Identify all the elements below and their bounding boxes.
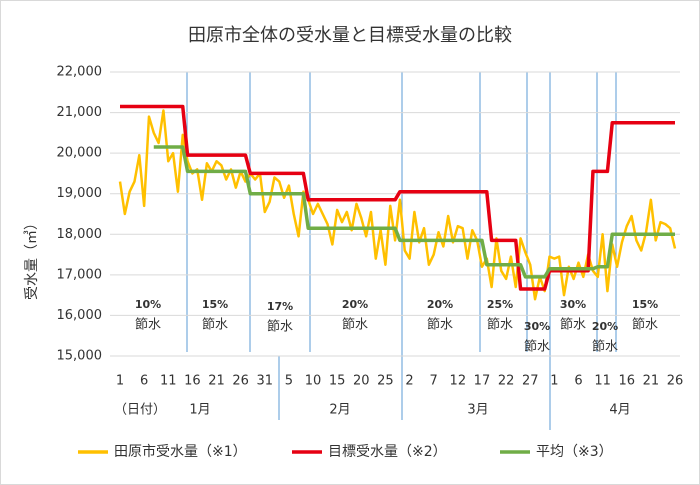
x-tick-label: 2 <box>405 374 413 389</box>
x-tick-label: 7 <box>430 374 438 389</box>
rate-text: 節水 <box>632 318 658 333</box>
y-tick-label: 19,000 <box>57 186 103 201</box>
x-tick-label: 21 <box>643 374 660 389</box>
rate-label: 30% <box>560 298 586 311</box>
x-tick-label: 27 <box>522 374 539 389</box>
x-tick-label: 6 <box>574 374 582 389</box>
rate-text: 節水 <box>342 318 368 333</box>
x-tick-label: 11 <box>160 374 177 389</box>
separators <box>186 72 617 430</box>
rate-text: 節水 <box>135 318 161 333</box>
rate-label: 15% <box>202 298 228 311</box>
month-label: 3月 <box>467 403 488 418</box>
rate-text: 節水 <box>427 318 453 333</box>
x-tick-label: 6 <box>140 374 148 389</box>
month-label: 4月 <box>609 403 630 418</box>
x-tick-label: 15 <box>329 374 346 389</box>
series-line <box>120 104 675 291</box>
rate-text: 節水 <box>487 318 513 333</box>
rate-label: 15% <box>632 298 658 311</box>
x-tick-label: 26 <box>232 374 249 389</box>
x-tick-label: 1 <box>550 374 558 389</box>
rate-label: 20% <box>592 320 618 333</box>
chart-title: 田原市全体の受水量と目標受水量の比較 <box>188 25 512 46</box>
x-tick-label: 12 <box>450 374 467 389</box>
rate-text: 節水 <box>267 320 293 335</box>
x-tick-label: 17 <box>474 374 491 389</box>
legend-label: 平均（※3） <box>536 444 613 460</box>
y-tick-label: 16,000 <box>57 308 103 323</box>
rate-label: 20% <box>342 298 368 311</box>
series-line <box>153 145 675 279</box>
x-tick-label: 20 <box>353 374 370 389</box>
rate-label: 17% <box>267 300 293 313</box>
y-tick-label: 21,000 <box>57 105 103 120</box>
x-tick-label: 11 <box>594 374 611 389</box>
x-tick-label: 5 <box>285 374 293 389</box>
y-tick-label: 17,000 <box>57 267 103 282</box>
y-tick-label: 15,000 <box>57 349 103 364</box>
x-tick-label: 26 <box>667 374 684 389</box>
y-tick-label: 18,000 <box>57 227 103 242</box>
rate-text: 節水 <box>592 340 618 355</box>
x-tick-label: 16 <box>618 374 635 389</box>
y-axis-label: 受水量（㎥） <box>24 216 40 300</box>
x-tick-label: 10 <box>305 374 322 389</box>
month-label: 2月 <box>329 403 350 418</box>
legend-label: 目標受水量（※2） <box>328 444 447 460</box>
rate-label: 20% <box>427 298 453 311</box>
x-tick-label: 22 <box>498 374 515 389</box>
rate-label: 10% <box>135 298 161 311</box>
x-axis-label: （日付） <box>114 403 166 418</box>
x-tick-label: 25 <box>377 374 394 389</box>
rate-label: 30% <box>524 320 550 333</box>
y-tick-label: 22,000 <box>57 65 103 80</box>
rate-text: 節水 <box>524 340 550 355</box>
x-tick-label: 1 <box>116 374 124 389</box>
rate-text: 節水 <box>560 318 586 333</box>
x-tick-label: 31 <box>257 374 274 389</box>
rate-text: 節水 <box>202 318 228 333</box>
legend-label: 田原市受水量（※1） <box>114 443 247 460</box>
rate-label: 25% <box>487 298 513 311</box>
y-tick-label: 20,000 <box>57 146 103 161</box>
x-tick-label: 21 <box>208 374 225 389</box>
month-label: 1月 <box>189 403 210 418</box>
x-tick-label: 16 <box>184 374 201 389</box>
